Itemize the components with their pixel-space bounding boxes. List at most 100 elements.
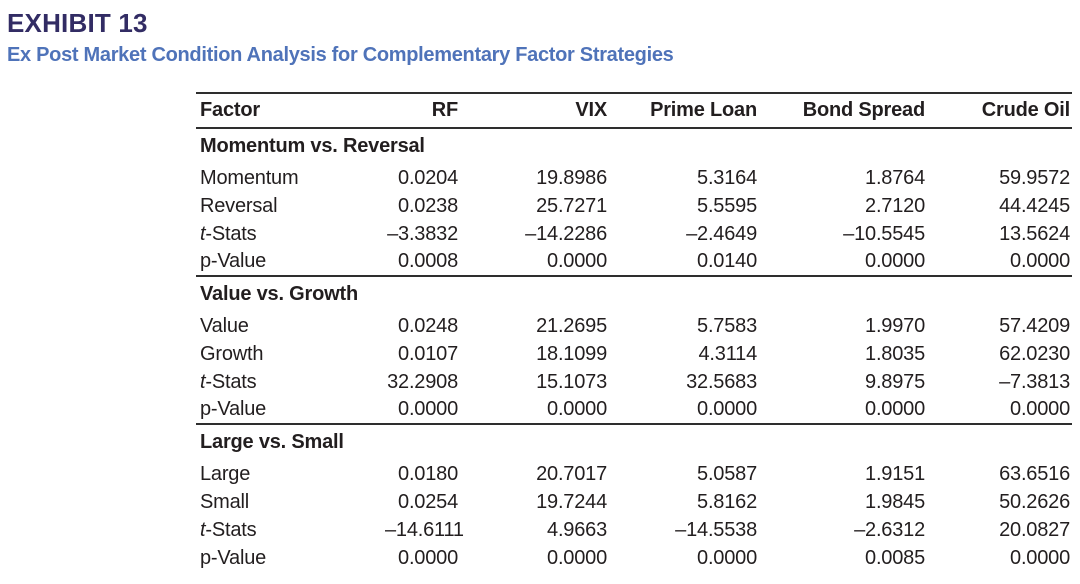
table-row: Reversal 0.0238 25.7271 5.5595 2.7120 44… — [196, 192, 1072, 220]
row-label-text: Value — [200, 314, 249, 337]
row-label: Value — [196, 312, 385, 340]
cell-value: 0.0248 — [398, 314, 458, 337]
row-label: Reversal — [196, 192, 385, 220]
cell-value: 32.5683 — [686, 370, 757, 393]
table-header-row: Factor RF VIX Prime Loan Bond Spread Cru… — [196, 93, 1072, 129]
cell-value: 0.0000 — [1010, 398, 1070, 420]
cell-value: 1.9970 — [865, 314, 925, 337]
cell-value: 5.7583 — [697, 314, 757, 337]
cell-value: –3.3832 — [387, 222, 458, 245]
cell-value: 0.0000 — [547, 250, 607, 272]
table-row: p-Value 0.0000 0.0000 0.0000 0.0000 0.00… — [196, 396, 1072, 424]
section-header: Large vs. Small — [200, 431, 344, 453]
section-value-vs-growth: Value vs. Growth Value 0.0248 21.2695 5.… — [196, 276, 1072, 424]
cell-value: 1.8764 — [865, 166, 925, 189]
cell-value: 4.9663 — [547, 518, 607, 541]
cell-value: 0.0000 — [547, 398, 607, 420]
cell-value: –14.5538 — [675, 518, 757, 541]
column-header-vix: VIX — [460, 93, 609, 129]
row-label-text: -Stats — [205, 222, 257, 245]
table-row: t-Stats –14.6111 4.9663 –14.5538 –2.6312… — [196, 516, 1072, 544]
cell-value: 15.1073 — [536, 370, 607, 393]
cell-value: 0.0204 — [398, 166, 458, 189]
cell-value: 1.9845 — [865, 490, 925, 513]
table-row: p-Value 0.0008 0.0000 0.0140 0.0000 0.00… — [196, 248, 1072, 276]
cell-value: 63.6516 — [999, 462, 1070, 485]
table-row: t-Stats –3.3832 –14.2286 –2.4649 –10.554… — [196, 220, 1072, 248]
row-label: Small — [196, 488, 385, 516]
cell-value: 57.4209 — [999, 314, 1070, 337]
cell-value: 4.3114 — [698, 342, 758, 365]
section-momentum-vs-reversal: Momentum vs. Reversal Momentum 0.0204 19… — [196, 128, 1072, 276]
table-row: Momentum 0.0204 19.8986 5.3164 1.8764 59… — [196, 164, 1072, 192]
exhibit-title: Ex Post Market Condition Analysis for Co… — [7, 44, 674, 66]
cell-value: 19.7244 — [536, 490, 607, 513]
cell-value: 21.2695 — [536, 314, 607, 337]
row-label-italic-prefix: t — [200, 370, 206, 393]
row-label: t-Stats — [196, 220, 385, 248]
row-label: t-Stats — [196, 516, 385, 544]
cell-value: 0.0140 — [697, 250, 757, 272]
cell-value: 5.5595 — [697, 194, 757, 217]
cell-value: 20.0827 — [999, 518, 1070, 541]
table-row: Growth 0.0107 18.1099 4.3114 1.8035 62.0… — [196, 340, 1072, 368]
cell-value: 13.5624 — [999, 222, 1070, 245]
cell-value: 5.8162 — [697, 490, 757, 513]
cell-value: –2.4649 — [686, 222, 757, 245]
section-header-row: Large vs. Small — [196, 424, 1072, 460]
cell-value: –10.5545 — [843, 222, 925, 245]
row-label-text: Reversal — [200, 194, 278, 217]
column-header-factor: Factor — [196, 93, 385, 129]
row-label: Growth — [196, 340, 385, 368]
cell-value: 50.2626 — [999, 490, 1070, 513]
cell-value: 9.8975 — [865, 370, 925, 393]
cell-value: 19.8986 — [536, 166, 607, 189]
row-label-text: Small — [200, 490, 250, 513]
cell-value: 0.0008 — [398, 250, 458, 272]
cell-value: 5.0587 — [697, 462, 757, 485]
section-header-row: Momentum vs. Reversal — [196, 128, 1072, 164]
cell-value: 0.0000 — [865, 398, 925, 420]
cell-value: 0.0254 — [398, 490, 458, 513]
cell-value: 2.7120 — [865, 194, 925, 217]
cell-value: 0.0000 — [398, 398, 458, 420]
column-header-bond-spread: Bond Spread — [759, 93, 927, 129]
cell-value: 0.0180 — [398, 462, 458, 485]
row-label-text: Growth — [200, 342, 264, 365]
cell-value: 5.3164 — [697, 166, 757, 189]
row-label: p-Value — [196, 544, 385, 572]
cell-value: 20.7017 — [536, 462, 607, 485]
cell-value: 44.4245 — [999, 194, 1070, 217]
cell-value: 0.0000 — [547, 546, 607, 569]
column-header-rf: RF — [385, 93, 460, 129]
cell-value: 0.0107 — [398, 342, 458, 365]
row-label-text: p-Value — [200, 398, 267, 420]
table-row: Small 0.0254 19.7244 5.8162 1.9845 50.26… — [196, 488, 1072, 516]
cell-value: 0.0000 — [1010, 546, 1070, 569]
cell-value: 0.0000 — [697, 546, 757, 569]
row-label-text: p-Value — [200, 546, 267, 569]
row-label-italic-prefix: t — [200, 222, 206, 245]
cell-value: 32.2908 — [387, 370, 458, 393]
cell-value: 18.1099 — [536, 342, 607, 365]
cell-value: 59.9572 — [999, 166, 1070, 189]
table-row: Value 0.0248 21.2695 5.7583 1.9970 57.42… — [196, 312, 1072, 340]
row-label-italic-prefix: t — [200, 518, 206, 541]
exhibit-label: EXHIBIT 13 — [7, 8, 148, 38]
factor-analysis-table: Factor RF VIX Prime Loan Bond Spread Cru… — [196, 92, 1072, 572]
row-label: t-Stats — [196, 368, 385, 396]
row-label: p-Value — [196, 248, 385, 276]
cell-value: –14.6111 — [385, 518, 464, 541]
cell-value: 1.9151 — [865, 462, 925, 485]
section-header: Momentum vs. Reversal — [200, 135, 425, 157]
cell-value: –14.2286 — [525, 222, 607, 245]
row-label-text: Momentum — [200, 166, 299, 189]
row-label-text: p-Value — [200, 250, 267, 272]
cell-value: 0.0000 — [865, 250, 925, 272]
cell-value: 62.0230 — [999, 342, 1070, 365]
cell-value: –7.3813 — [999, 370, 1070, 393]
cell-value: –2.6312 — [854, 518, 925, 541]
table-row: t-Stats 32.2908 15.1073 32.5683 9.8975 –… — [196, 368, 1072, 396]
row-label: Large — [196, 460, 385, 488]
